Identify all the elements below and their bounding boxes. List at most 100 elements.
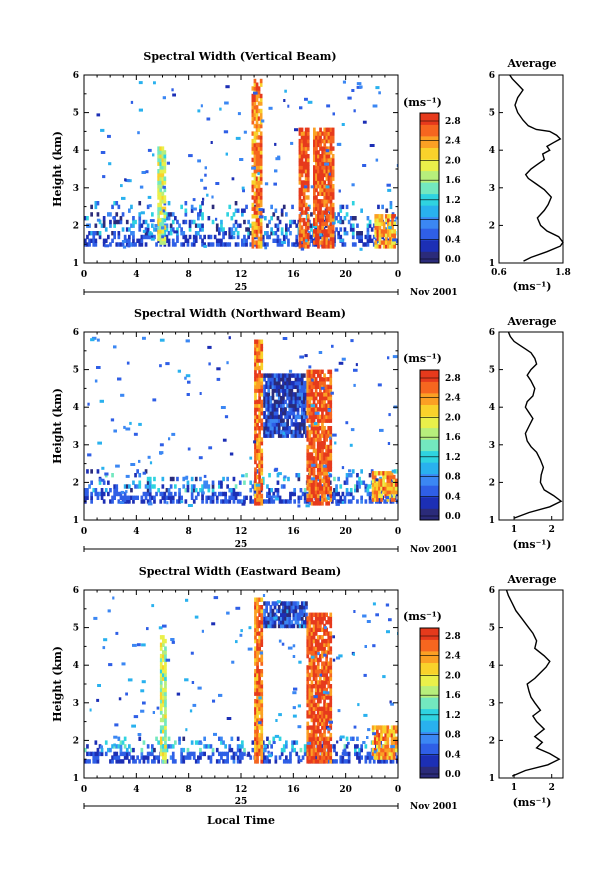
- heatmap-cell: [354, 744, 357, 749]
- heatmap-cell: [315, 135, 318, 140]
- heatmap-cell: [140, 709, 145, 713]
- heatmap-cell: [366, 488, 370, 493]
- heatmap-cell: [261, 751, 265, 757]
- heatmap-cell: [339, 759, 343, 764]
- heatmap-cell: [382, 471, 385, 476]
- heatmap-cell: [130, 242, 133, 247]
- heatmap-cell: [319, 395, 322, 401]
- heatmap-cell: [351, 242, 355, 247]
- heatmap-cell: [319, 695, 322, 700]
- heatmap-cell: [253, 82, 257, 87]
- heatmap-cell: [313, 127, 316, 132]
- heatmap-cell: [300, 247, 305, 251]
- heatmap-cell: [275, 719, 278, 722]
- heatmap-cell: [255, 161, 259, 166]
- heatmap-cell: [251, 120, 255, 125]
- heatmap-cell: [376, 744, 379, 749]
- heatmap-cell: [257, 101, 261, 106]
- heatmap-cell: [330, 391, 334, 395]
- heatmap-cell: [155, 242, 158, 247]
- heatmap-cell: [327, 736, 331, 741]
- heatmap-cell: [259, 101, 263, 106]
- heatmap-cell: [325, 146, 329, 151]
- heatmap-cell: [300, 169, 304, 174]
- average-y-tick-label: 4: [489, 661, 495, 671]
- heatmap-cell: [134, 759, 137, 764]
- heatmap-cell: [312, 665, 316, 670]
- heatmap-cell: [164, 706, 167, 711]
- heatmap-cell: [386, 474, 390, 480]
- heatmap-cell: [316, 620, 320, 625]
- heatmap-cell: [286, 612, 289, 617]
- heatmap-cell: [162, 624, 167, 628]
- heatmap-cell: [236, 744, 240, 749]
- heatmap-cell: [316, 684, 320, 689]
- heatmap-cell: [163, 499, 167, 504]
- heatmap-cell: [371, 725, 375, 730]
- heatmap-cell: [292, 414, 296, 420]
- heatmap-cell: [277, 422, 281, 427]
- heatmap-cell: [87, 453, 92, 457]
- heatmap-cell: [345, 744, 349, 749]
- heatmap-cell: [329, 493, 333, 499]
- heatmap-cell: [253, 142, 257, 148]
- heatmap-cell: [273, 426, 277, 431]
- heatmap-cell: [321, 199, 324, 204]
- heatmap-cell: [303, 422, 306, 427]
- heatmap-cell: [321, 721, 324, 726]
- heatmap-cell: [186, 484, 190, 489]
- heatmap-cell: [306, 403, 310, 408]
- heatmap-cell: [329, 187, 333, 193]
- heatmap-cell: [299, 488, 303, 493]
- heatmap-cell: [310, 680, 314, 685]
- heatmap-cell: [329, 369, 333, 374]
- heatmap-cell: [161, 150, 165, 155]
- heatmap-cell: [327, 448, 331, 453]
- heatmap-cell: [382, 725, 385, 730]
- average-x-tick-label: 0.6: [491, 268, 507, 278]
- heatmap-cell: [316, 497, 320, 502]
- heatmap-cell: [300, 229, 304, 234]
- heatmap-cell: [339, 735, 345, 739]
- heatmap-cell: [254, 638, 257, 644]
- heatmap-cell: [316, 373, 320, 378]
- average-y-tick-label: 5: [489, 109, 495, 119]
- heatmap-cell: [255, 240, 259, 245]
- heatmap-cell: [371, 474, 375, 480]
- heatmap-cell: [209, 499, 213, 504]
- heatmap-cell: [280, 484, 284, 489]
- heatmap-cell: [162, 669, 165, 674]
- heatmap-cell: [376, 497, 379, 502]
- heatmap-cell: [387, 221, 390, 226]
- heatmap-cell: [103, 638, 108, 642]
- heatmap-cell: [310, 411, 314, 416]
- heatmap-cell: [254, 650, 257, 655]
- heatmap-cell: [326, 104, 331, 108]
- heatmap-cell: [314, 729, 318, 734]
- heatmap-cell: [317, 225, 320, 230]
- heatmap-cell: [256, 422, 259, 427]
- heatmap-cell: [226, 476, 229, 482]
- heatmap-cell: [96, 698, 100, 702]
- heatmap-cell: [197, 759, 200, 764]
- heatmap-cell: [121, 196, 126, 200]
- heatmap-cell: [153, 227, 156, 232]
- heatmap-cell: [384, 244, 388, 249]
- heatmap-cell: [373, 478, 377, 483]
- heatmap-cell: [113, 429, 117, 433]
- heatmap-cell: [306, 751, 310, 757]
- heatmap-cell: [255, 206, 259, 211]
- heatmap-cell: [255, 82, 259, 87]
- heatmap-cell: [319, 736, 322, 741]
- heatmap-cell: [157, 759, 160, 764]
- heatmap-cell: [251, 187, 255, 193]
- heatmap-cell: [162, 744, 165, 749]
- heatmap-cell: [304, 221, 308, 226]
- date-bar: 25 Nov 2001: [83, 540, 458, 555]
- heatmap-cell: [325, 706, 328, 711]
- heatmap-cell: [197, 109, 201, 113]
- heatmap-cell: [323, 669, 326, 674]
- heatmap-cell: [228, 495, 232, 500]
- heatmap-cell: [298, 426, 302, 431]
- heatmap-cell: [256, 672, 259, 678]
